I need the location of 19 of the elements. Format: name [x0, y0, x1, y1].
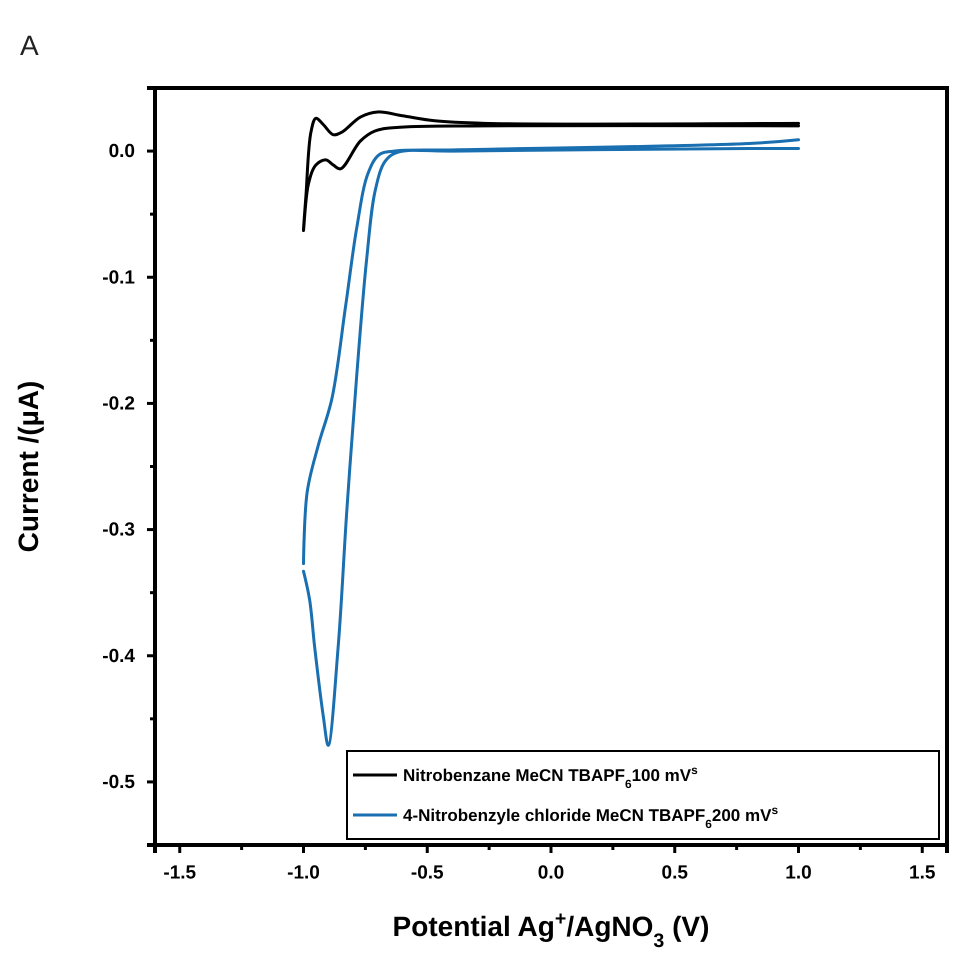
line-series	[302, 110, 800, 232]
y-tick-label: -0.4	[102, 646, 136, 667]
x-tick-label: -0.5	[410, 862, 444, 884]
y-tick-label: -0.1	[102, 267, 136, 288]
x-tick-label: -1.5	[163, 862, 197, 884]
legend-label: 4-Nitrobenzyle chloride MeCN TBAPF$_{6}$200 mV$^{s}$	[403, 803, 778, 831]
y-axis-title: Current /(µA)	[13, 380, 44, 552]
x-tick-label: 1.0	[785, 862, 812, 884]
x-tick-label: 0.5	[662, 862, 688, 884]
x-tick-label: -1.0	[287, 862, 320, 884]
y-tick-label: -0.5	[102, 772, 136, 793]
legend-label: Nitrobenzane MeCN TBAPF$_{6}$100 mV$^{s}$	[403, 763, 698, 791]
x-tick-label: 1.5	[909, 862, 936, 884]
x-axis-title: Potential Ag$^{+}$/AgNO$_{3}$ (V)	[392, 908, 710, 952]
x-tick-label: 0.0	[538, 862, 564, 884]
chart-title: A	[20, 30, 39, 61]
y-tick-label: 0.0	[108, 141, 135, 162]
y-tick-label: -0.3	[102, 520, 135, 541]
y-tick-label: -0.2	[102, 393, 135, 414]
